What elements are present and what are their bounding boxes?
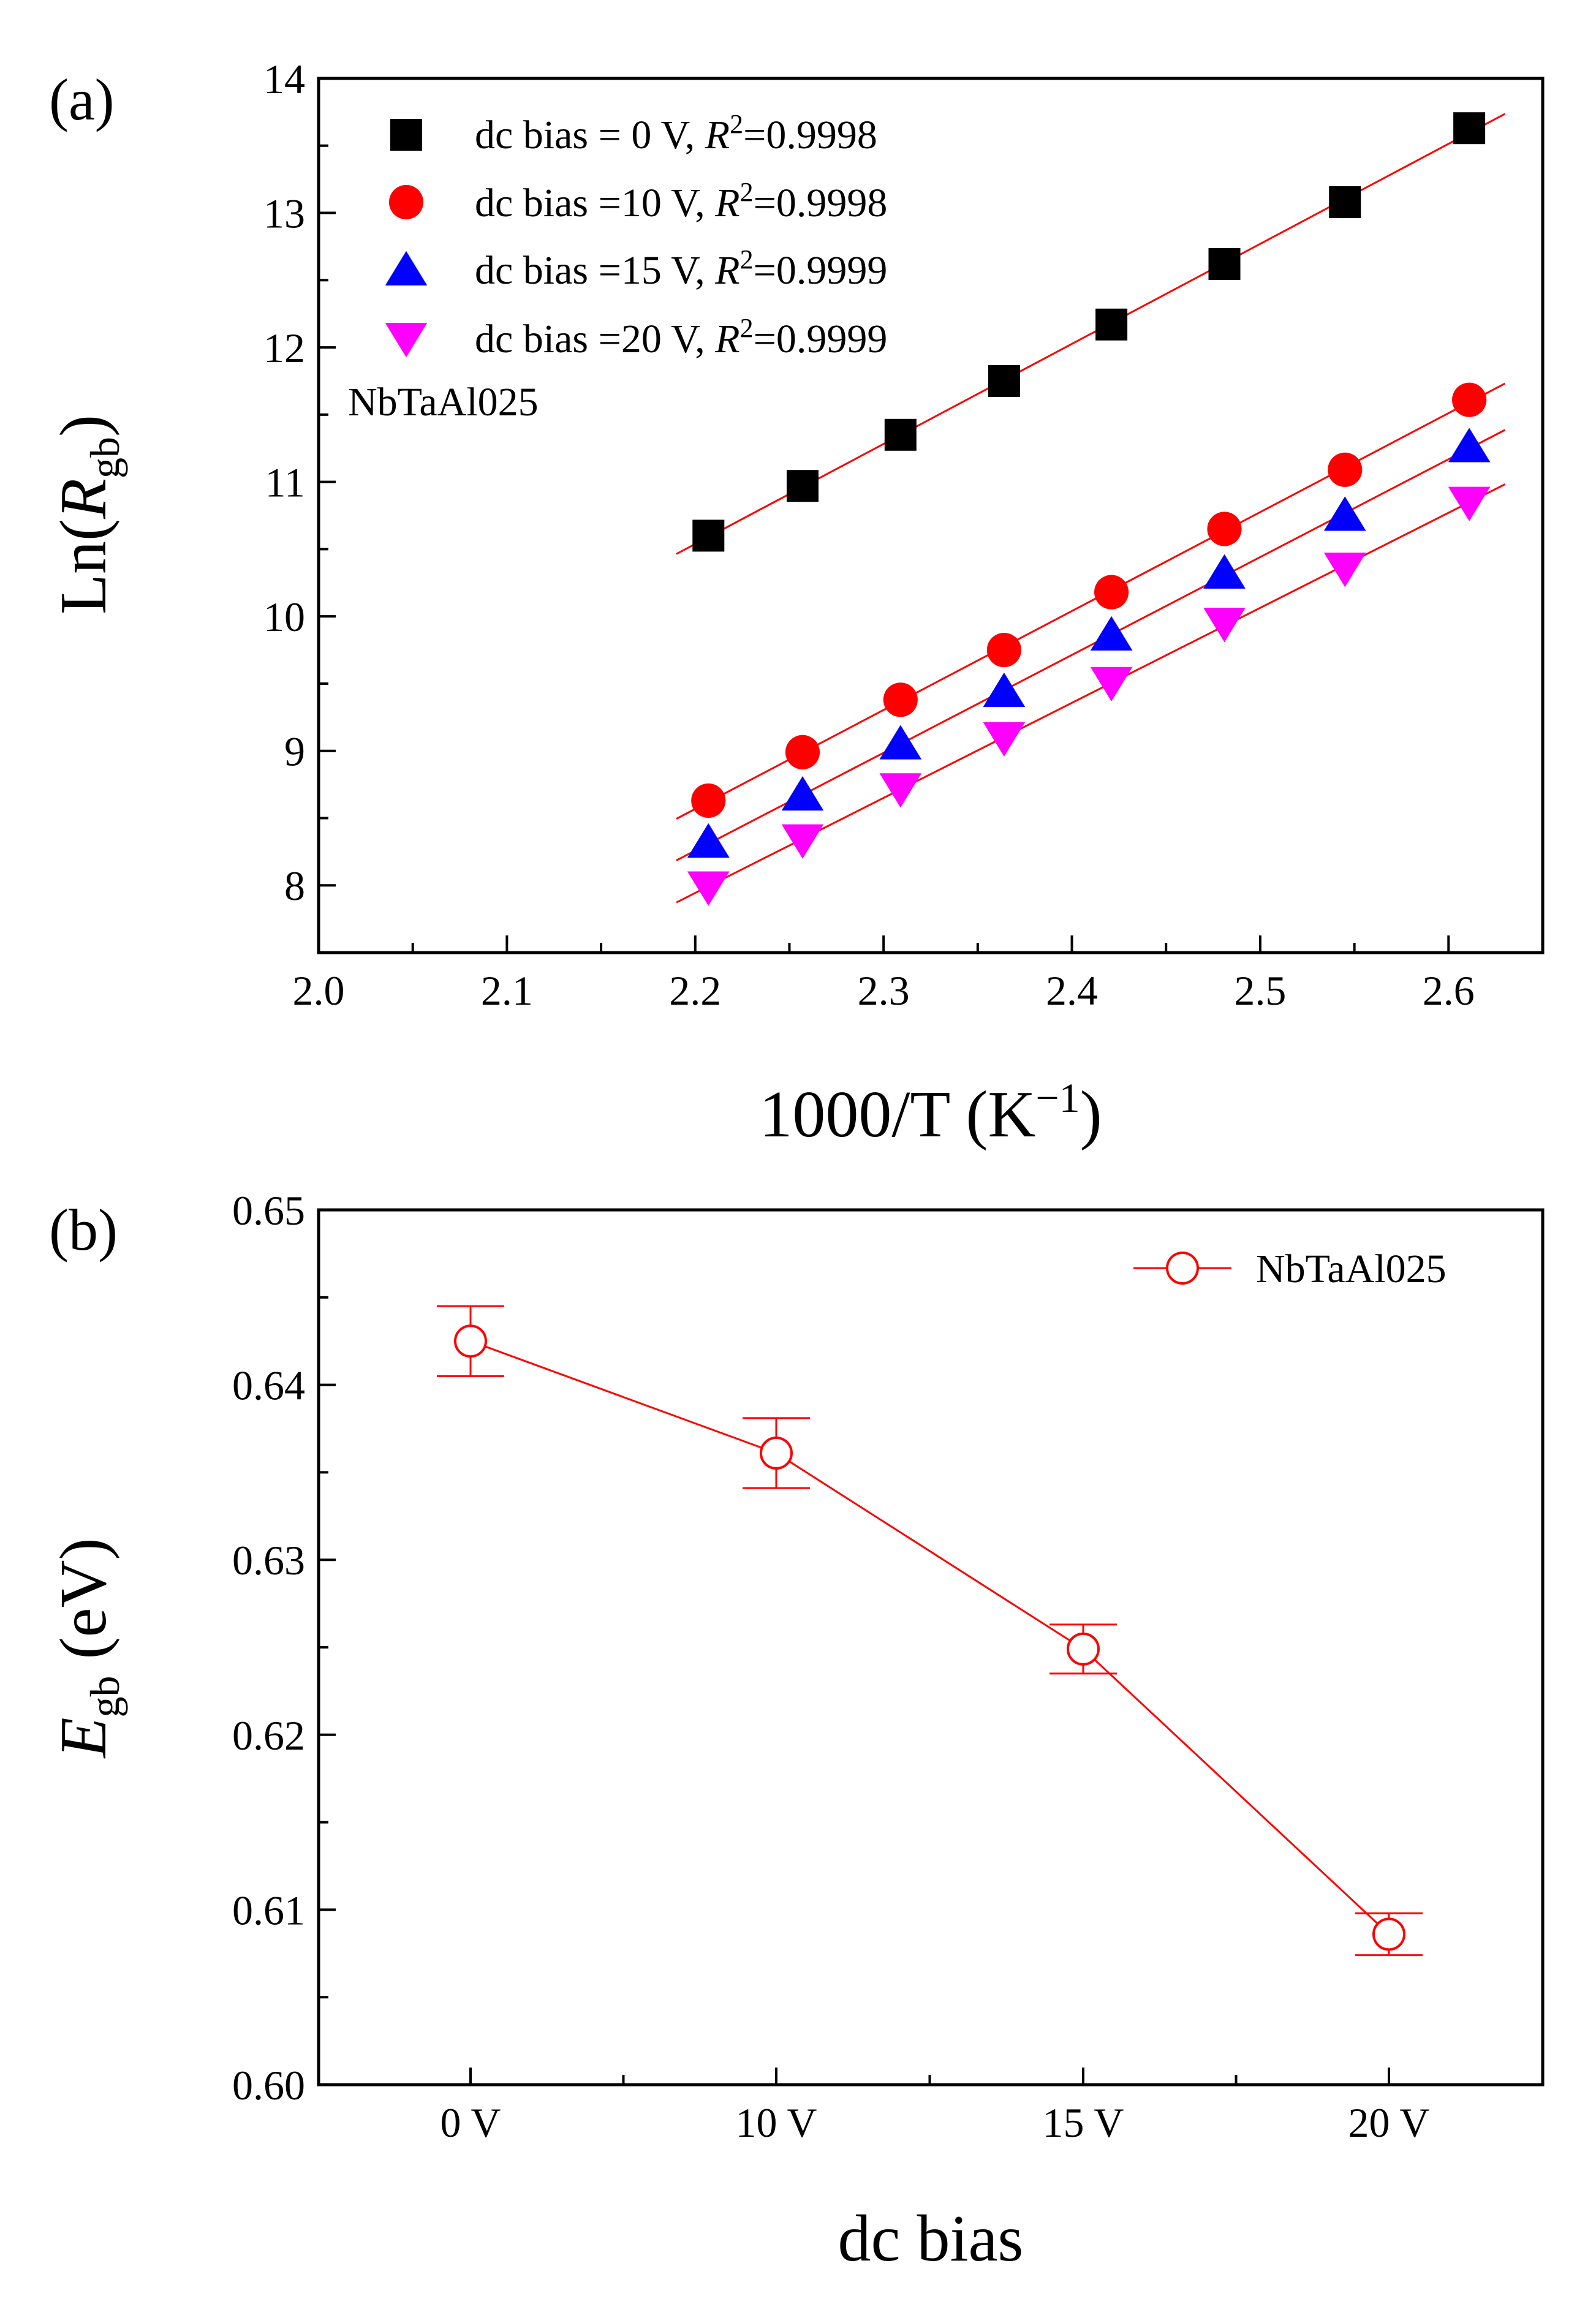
data-point-s3-1 (781, 824, 824, 859)
legend-entry-3: dc bias =20 V, R2=0.9999 (475, 313, 887, 361)
data-points-a (687, 112, 1491, 906)
panel-b: (b) 0 V 10 V 15 V 20 V 0.60 0.61 0.62 0.63 0.64… (47, 1187, 1545, 2275)
legend-marker-2 (385, 251, 428, 285)
y-axis-ticks-a: 8 9 10 11 12 13 14 (263, 56, 336, 909)
y-tick-label: 0.62 (232, 1712, 305, 1759)
legend-entry-2: dc bias =15 V, R2=0.9999 (475, 244, 887, 293)
data-point-b-0 (454, 1324, 487, 1358)
data-point-s3-7 (1448, 486, 1491, 521)
data-point-s0-5 (1208, 247, 1241, 280)
x-tick-label: 15 V (1043, 2099, 1124, 2146)
y-tick-label: 0.63 (232, 1537, 305, 1584)
data-point-s3-0 (687, 871, 730, 906)
data-point-s1-7 (1452, 382, 1487, 417)
data-point-s1-6 (1328, 452, 1363, 487)
legend-label-b: NbTaAl025 (1256, 1247, 1447, 1291)
data-point-s2-3 (983, 672, 1026, 708)
data-point-s2-7 (1448, 428, 1491, 463)
x-tick-label: 2.5 (1234, 967, 1286, 1014)
y-tick-label: 12 (263, 325, 305, 371)
y-tick-label: 14 (263, 56, 305, 102)
data-point-s2-0 (687, 823, 730, 858)
data-point-s1-0 (691, 783, 726, 818)
data-point-b-1 (760, 1436, 793, 1470)
y-tick-label: 10 (263, 594, 305, 640)
y-tick-label: 9 (284, 728, 305, 775)
legend-marker-3 (385, 323, 428, 358)
data-point-s2-1 (781, 776, 824, 811)
data-point-s3-4 (1090, 667, 1133, 701)
data-point-s1-2 (883, 682, 918, 717)
fit-line-2 (676, 429, 1506, 861)
legend-entry-1: dc bias =10 V, R2=0.9998 (475, 177, 887, 225)
legend-a: dc bias = 0 V, R2=0.9998 dc bias =10 V, … (385, 109, 887, 361)
y-tick-label: 0.60 (232, 2062, 305, 2109)
y-tick-label: 8 (284, 863, 305, 909)
x-axis-label-a: 1000/T (K−1) (759, 1075, 1102, 1151)
x-axis-ticks-a: 2.0 2.1 2.2 2.3 2.4 2.5 2.6 (293, 935, 1475, 1014)
y-tick-label: 0.61 (232, 1887, 305, 1933)
data-point-s1-4 (1094, 575, 1129, 610)
x-tick-label: 2.4 (1046, 967, 1098, 1014)
series-line (470, 1340, 1390, 1935)
x-tick-label: 2.6 (1423, 967, 1475, 1014)
legend-markers (385, 119, 428, 358)
x-tick-label: 2.2 (669, 967, 721, 1014)
data-point-s1-5 (1207, 512, 1242, 546)
data-points-b (454, 1324, 1405, 1951)
sample-annotation: NbTaAl025 (348, 380, 539, 425)
x-axis-ticks-b: 0 V 10 V 15 V 20 V (441, 2068, 1430, 2146)
data-point-s3-5 (1203, 608, 1246, 643)
series-line-b (470, 1340, 1390, 1935)
data-point-s2-6 (1323, 496, 1366, 531)
error-bars (437, 1305, 1423, 1957)
y-axis-label-b: Egb (eV) (47, 1538, 128, 1759)
data-point-s0-2 (884, 418, 917, 451)
plot-frame-b (317, 1208, 1545, 2087)
data-point-s2-5 (1203, 554, 1246, 589)
x-tick-label: 20 V (1348, 2099, 1430, 2146)
panel-a: (a) 2.0 2.1 2.2 2.3 2.4 2.5 2.6 8 9 10 11 12 13 14 d… (47, 56, 1545, 1151)
data-point-s2-2 (879, 725, 922, 760)
legend-marker-1 (388, 184, 424, 220)
x-tick-label: 2.1 (481, 967, 533, 1014)
data-point-s0-7 (1453, 112, 1486, 145)
y-tick-label: 11 (265, 459, 305, 506)
plot-frame-a (317, 77, 1545, 954)
x-axis-label-b: dc bias (838, 2202, 1024, 2275)
data-point-b-3 (1372, 1917, 1405, 1951)
data-point-s0-6 (1329, 186, 1361, 218)
panel-b-label: (b) (49, 1197, 118, 1263)
x-tick-label: 2.3 (858, 967, 910, 1014)
data-point-s3-6 (1323, 553, 1366, 587)
data-point-s3-3 (983, 722, 1026, 757)
data-point-s2-4 (1090, 616, 1133, 651)
legend-entry-0: dc bias = 0 V, R2=0.9998 (475, 109, 877, 157)
x-tick-label: 0 V (441, 2099, 501, 2146)
data-point-b-2 (1067, 1632, 1100, 1666)
y-tick-label: 13 (263, 191, 305, 237)
y-tick-label: 0.64 (232, 1362, 305, 1409)
x-tick-label: 2.0 (293, 967, 345, 1014)
legend-b: NbTaAl025 (1133, 1247, 1447, 1291)
x-tick-label: 10 V (736, 2099, 817, 2146)
y-axis-label-a: Ln(Rgb) (47, 415, 128, 614)
data-point-s3-2 (879, 773, 922, 808)
legend-marker-b (1166, 1252, 1199, 1285)
data-point-s0-0 (692, 519, 725, 552)
data-point-s0-4 (1095, 308, 1128, 341)
data-point-s0-3 (988, 364, 1020, 397)
y-tick-label: 0.65 (232, 1187, 305, 1234)
y-axis-ticks-b: 0.60 0.61 0.62 0.63 0.64 0.65 (232, 1187, 336, 2109)
data-point-s1-3 (986, 632, 1021, 668)
data-point-s1-1 (785, 735, 820, 769)
panel-a-label: (a) (49, 67, 115, 132)
data-point-s0-1 (786, 470, 819, 502)
legend-marker-0 (390, 119, 422, 151)
